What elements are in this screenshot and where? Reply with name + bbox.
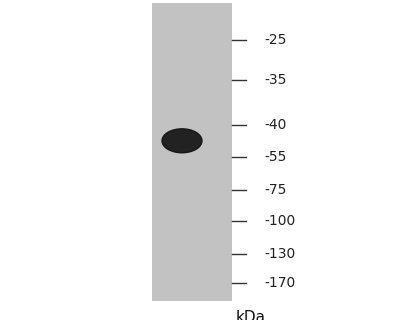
Ellipse shape: [162, 129, 202, 153]
Text: -170: -170: [264, 276, 295, 290]
Text: -40: -40: [264, 118, 286, 132]
Text: -55: -55: [264, 150, 286, 164]
Text: kDa: kDa: [236, 310, 266, 320]
Text: -75: -75: [264, 183, 286, 197]
Text: -100: -100: [264, 214, 295, 228]
Text: -25: -25: [264, 33, 286, 47]
Text: -35: -35: [264, 73, 286, 87]
Text: -130: -130: [264, 247, 295, 261]
Bar: [152, 3, 232, 301]
